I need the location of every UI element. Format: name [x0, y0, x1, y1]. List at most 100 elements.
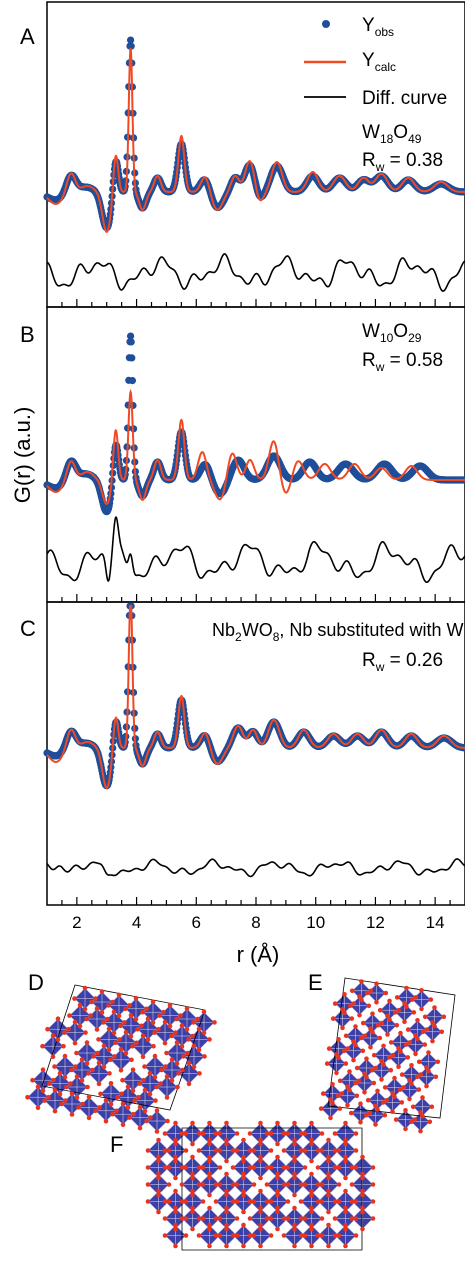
- atom: [164, 1050, 169, 1056]
- atom: [207, 1192, 212, 1198]
- atom: [112, 1054, 117, 1059]
- atom: [275, 1154, 280, 1160]
- atom: [140, 1054, 146, 1059]
- atom: [83, 1030, 88, 1035]
- atom: [82, 985, 88, 991]
- atom: [366, 1003, 372, 1009]
- atom: [207, 1205, 212, 1211]
- atom: [174, 1016, 179, 1022]
- atom: [196, 1233, 202, 1238]
- atom: [62, 1053, 68, 1059]
- series-calc-line: [46, 388, 465, 505]
- atom: [358, 1101, 363, 1106]
- atom: [161, 1009, 166, 1015]
- atom: [207, 1158, 212, 1164]
- atom: [326, 1154, 331, 1160]
- y-axis-title: G(r) (a.u.): [10, 407, 35, 504]
- atom: [207, 1141, 212, 1147]
- panel-b-rw: Rw = 0.58: [362, 350, 443, 374]
- atom: [213, 1216, 219, 1221]
- obs-point: [128, 354, 136, 362]
- atom: [353, 1233, 359, 1238]
- atom: [388, 1040, 394, 1045]
- atom: [156, 1175, 161, 1181]
- atom: [173, 1120, 178, 1126]
- atom: [141, 1077, 146, 1083]
- atom: [173, 1175, 178, 1181]
- atom: [156, 1192, 161, 1198]
- atom: [103, 1098, 109, 1103]
- atom: [103, 1119, 109, 1124]
- atom: [422, 1042, 428, 1047]
- atom: [370, 1011, 375, 1016]
- rw-subscript: w: [375, 160, 385, 174]
- atom: [418, 1128, 423, 1134]
- atom: [373, 1103, 378, 1109]
- atom: [183, 1131, 189, 1136]
- atom: [224, 1205, 229, 1211]
- atom: [375, 1022, 381, 1028]
- atom: [169, 1033, 174, 1039]
- atom: [207, 1137, 212, 1143]
- atom: [258, 1158, 263, 1164]
- atom: [336, 1233, 342, 1238]
- atom: [377, 1035, 383, 1041]
- atom: [347, 1069, 352, 1074]
- atom: [230, 1233, 236, 1238]
- atom: [368, 1045, 373, 1050]
- atom: [183, 1199, 189, 1204]
- atom: [213, 1199, 219, 1204]
- panel-b-curves: [43, 332, 465, 583]
- atom: [105, 1016, 110, 1022]
- atom: [275, 1120, 280, 1126]
- atom: [377, 1007, 383, 1013]
- atom: [162, 1148, 168, 1153]
- rw-subscript: w: [375, 360, 385, 374]
- atom: [234, 1182, 240, 1187]
- atom: [390, 1109, 395, 1114]
- atom: [309, 1141, 314, 1147]
- atom: [85, 1084, 90, 1090]
- atom: [292, 1120, 297, 1126]
- atom: [309, 1188, 314, 1194]
- atom: [183, 1165, 189, 1170]
- atom: [396, 1045, 401, 1051]
- atom: [132, 1098, 137, 1103]
- atom: [130, 1088, 136, 1093]
- atom: [370, 1199, 376, 1204]
- atom: [309, 1226, 314, 1232]
- atom: [374, 1000, 379, 1005]
- atom: [196, 1131, 202, 1136]
- atom: [328, 1097, 333, 1102]
- atom: [418, 1110, 423, 1115]
- atom: [332, 1216, 338, 1221]
- atom: [207, 1175, 212, 1181]
- atom: [142, 1064, 147, 1069]
- atom: [258, 1141, 263, 1147]
- rw-value: = 0.58: [384, 350, 443, 371]
- atom: [362, 1071, 367, 1076]
- atom: [258, 1120, 263, 1126]
- atom: [152, 1053, 158, 1059]
- atom: [319, 1148, 325, 1153]
- atom: [156, 1171, 161, 1177]
- atom: [309, 1137, 314, 1143]
- atom: [404, 985, 409, 991]
- atom: [332, 1233, 338, 1238]
- atom: [241, 1222, 246, 1228]
- atom: [40, 1067, 46, 1072]
- atom: [147, 1091, 153, 1097]
- atom: [326, 1137, 331, 1143]
- atom: [414, 1074, 420, 1080]
- atom: [427, 1119, 433, 1125]
- panel-c-formula: Nb2WO8, Nb substituted with W: [212, 620, 463, 644]
- atom: [234, 1233, 240, 1238]
- atom: [264, 1182, 270, 1187]
- atom: [145, 1199, 151, 1204]
- atom: [334, 1070, 339, 1076]
- atom: [241, 1137, 246, 1143]
- atom: [413, 1033, 418, 1038]
- atom: [241, 1188, 246, 1194]
- atom: [435, 1059, 441, 1065]
- atom: [133, 1017, 139, 1022]
